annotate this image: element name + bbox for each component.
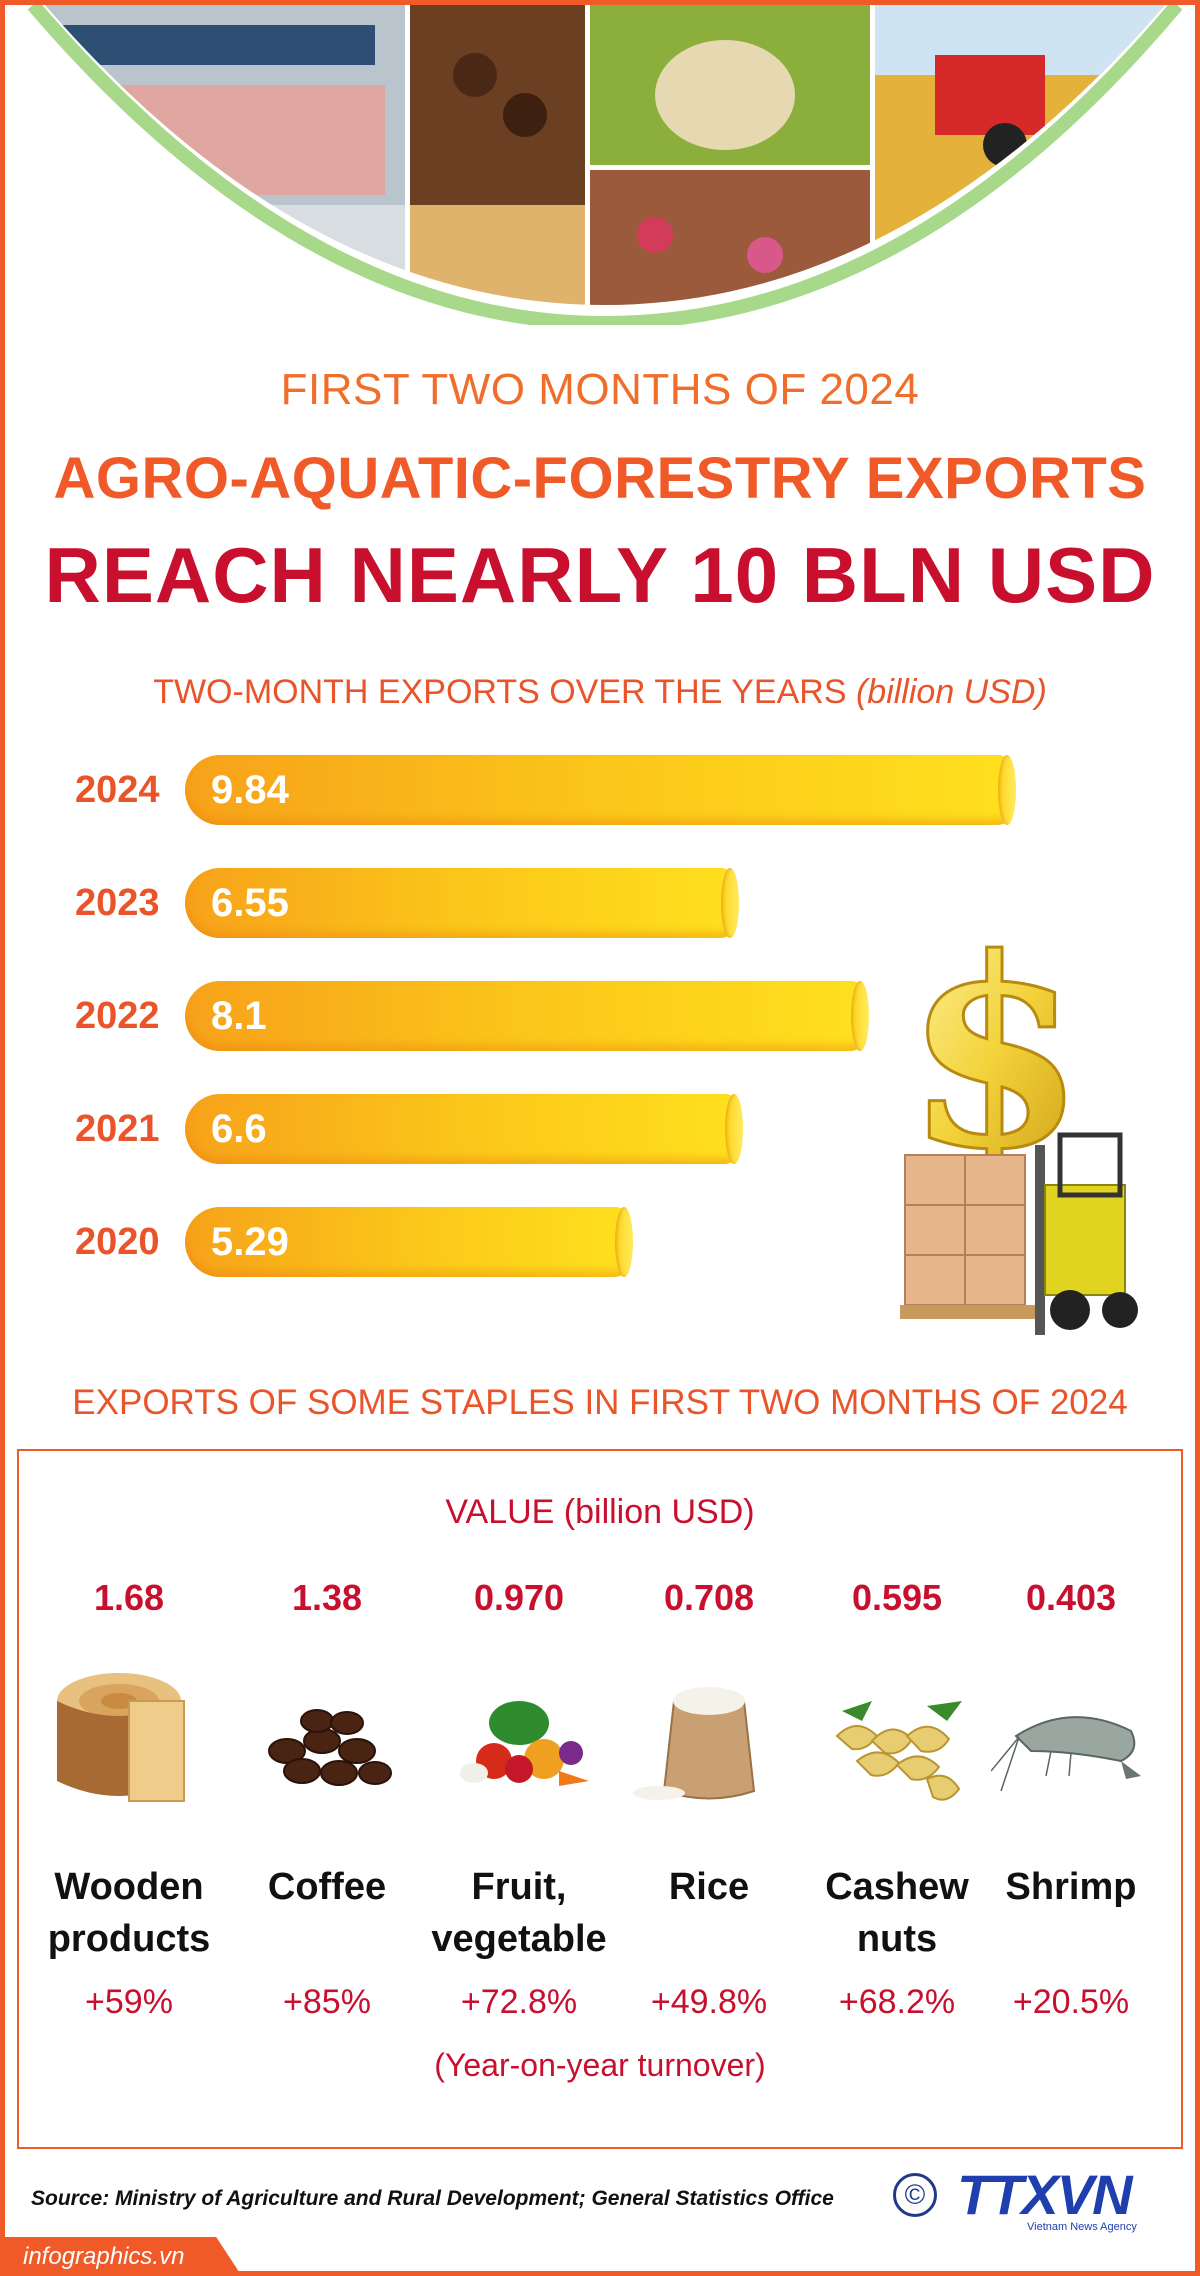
staple-item: 0.970 Fruit, vegetable +72.8% (429, 1451, 609, 2071)
exports-bar-chart: 2024 9.84 2023 6.55 2022 8.1 2021 6.6 2020 5.29 (65, 755, 1065, 1315)
bar-row: 2024 9.84 (65, 755, 1065, 825)
staple-name: Rice (668, 1866, 750, 1908)
bar-row: 2023 6.55 (65, 868, 1065, 938)
bar-row: 2022 8.1 (65, 981, 1065, 1051)
rice-sack-icon (633, 1687, 756, 1800)
shrimp-icon (991, 1716, 1141, 1792)
bar-end-cap (851, 981, 869, 1051)
staple-value: 0.403 (1025, 1577, 1117, 1618)
bar-row: 2021 6.6 (65, 1094, 1065, 1164)
bar-year-label: 2023 (75, 882, 160, 924)
staple-growth: +49.8% (650, 1983, 768, 2021)
headline-line-1: AGRO-AQUATIC-FORESTRY EXPORTS (53, 446, 1147, 511)
staple-growth: +85% (283, 1983, 371, 2021)
staple-value: 1.38 (291, 1577, 363, 1618)
dollar-forklift-illustration: $ (885, 865, 1185, 1365)
bar-value-label: 5.29 (211, 1220, 289, 1264)
yoy-note: (Year-on-year turnover) (434, 2047, 766, 2083)
bar: 9.84 (185, 755, 1016, 825)
kicker-title: FIRST TWO MONTHS OF 2024 (280, 365, 920, 414)
staple-name: Wooden products (47, 1866, 211, 1960)
staple-item: 0.708 Rice +49.8% (619, 1451, 799, 2071)
bar-year-label: 2020 (75, 1221, 160, 1263)
value-label: VALUE (billion USD) (445, 1493, 755, 1531)
bar-end-cap (721, 868, 739, 938)
staple-growth: +68.2% (838, 1983, 956, 2021)
ttxvn-logo: TTXVN Vietnam News Agency (957, 2167, 1177, 2237)
chart-title: TWO-MONTH EXPORTS OVER THE YEARS (billio… (5, 673, 1195, 712)
staples-panel: VALUE (billion USD) 1.68 Wooden products… (17, 1449, 1183, 2149)
bar-row: 2020 5.29 (65, 1207, 1065, 1277)
chart-title-main: TWO-MONTH EXPORTS OVER THE YEARS (153, 673, 847, 711)
bar-year-label: 2022 (75, 995, 160, 1037)
staple-name: Fruit, vegetable (431, 1866, 607, 1960)
staple-growth: +59% (85, 1983, 173, 2021)
staple-name: Shrimp (1005, 1866, 1137, 1908)
bar-value-label: 6.55 (211, 881, 289, 925)
chart-title-unit: (billion USD) (855, 673, 1047, 711)
bar-end-cap (998, 755, 1016, 825)
staple-value: 0.970 (473, 1577, 565, 1618)
bar-value-label: 8.1 (211, 994, 267, 1038)
bar: 6.55 (185, 868, 739, 938)
staple-growth: +20.5% (1012, 1983, 1130, 2021)
bar: 5.29 (185, 1207, 633, 1277)
staple-name: Coffee (267, 1866, 387, 1908)
bar: 6.6 (185, 1094, 743, 1164)
bar: 8.1 (185, 981, 869, 1051)
wood-log-icon (57, 1673, 185, 1802)
headline-line-2: REACH NEARLY 10 BLN USD (44, 531, 1156, 619)
bar-end-cap (725, 1094, 743, 1164)
source-credit: Source: Ministry of Agriculture and Rura… (31, 2187, 834, 2210)
cashew-icon (835, 1701, 962, 1801)
bar-end-cap (615, 1207, 633, 1277)
brand-subtitle: Vietnam News Agency (1027, 2221, 1137, 2233)
staple-item: 0.595 Cashew nuts +68.2% (807, 1451, 987, 2071)
site-link[interactable]: infographics.vn (23, 2243, 185, 2270)
footer-tab (5, 2237, 245, 2271)
bar-value-label: 6.6 (211, 1107, 267, 1151)
brand-name: TTXVN (957, 2163, 1133, 2226)
staple-value: 0.595 (851, 1577, 943, 1618)
staple-value: 1.68 (93, 1577, 165, 1618)
header-photo-collage (5, 5, 1195, 325)
staple-value: 0.708 (663, 1577, 755, 1618)
staple-item: 1.38 Coffee +85% (237, 1451, 417, 2071)
bar-value-label: 9.84 (211, 768, 289, 812)
coffee-beans-icon (268, 1709, 392, 1786)
bar-year-label: 2024 (75, 769, 160, 811)
staple-item: 1.68 Wooden products +59% (39, 1451, 219, 2071)
staple-name: Cashew nuts (825, 1866, 969, 1960)
staples-title: EXPORTS OF SOME STAPLES IN FIRST TWO MON… (72, 1383, 1128, 1422)
copyright-icon: © (893, 2173, 937, 2217)
staple-item: 0.403 Shrimp +20.5% (981, 1451, 1161, 2071)
vegetables-icon (460, 1701, 589, 1786)
bar-year-label: 2021 (75, 1108, 160, 1150)
staple-growth: +72.8% (460, 1983, 578, 2021)
